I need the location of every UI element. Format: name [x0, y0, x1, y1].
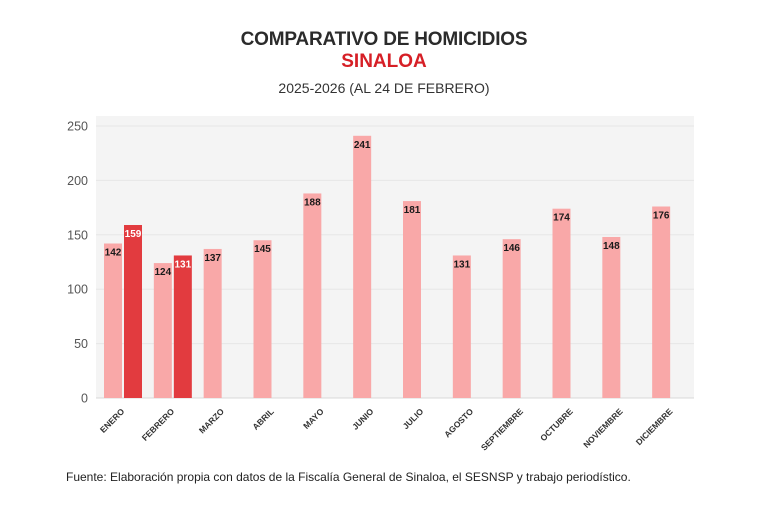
data-label-2025: 188 — [304, 197, 321, 208]
x-tick-label: ABRIL — [250, 406, 275, 431]
x-tick-label: OCTUBRE — [538, 406, 575, 443]
data-label-2026: 131 — [174, 259, 191, 270]
y-tick-label: 200 — [67, 174, 88, 188]
data-label-2025: 146 — [503, 243, 520, 254]
y-tick-label: 100 — [67, 283, 88, 297]
x-tick-label: MAYO — [301, 406, 326, 431]
bar-2026 — [173, 255, 192, 398]
x-tick-label: DICIEMBRE — [634, 406, 675, 447]
data-label-2025: 176 — [653, 211, 670, 222]
bar-2025 — [104, 243, 122, 398]
bar-2026 — [124, 225, 142, 398]
data-label-2025: 181 — [404, 205, 421, 216]
x-tick-label: MARZO — [197, 406, 226, 435]
source-note: Fuente: Elaboración propia con datos de … — [66, 470, 631, 484]
x-tick-label: JULIO — [401, 406, 426, 431]
x-tick-label: AGOSTO — [442, 406, 475, 439]
x-tick-label: NOVIEMBRE — [581, 406, 625, 450]
data-label-2026: 159 — [125, 229, 142, 240]
bar-2025 — [602, 236, 621, 398]
chart-region-title: SINALOA — [341, 51, 427, 72]
y-tick-label: 250 — [67, 120, 88, 134]
bar-2025 — [353, 135, 372, 399]
gridlines — [96, 125, 694, 399]
plot-background — [96, 116, 694, 398]
data-label-2025: 148 — [603, 241, 620, 252]
data-labels: 1421591241311371451882411811311461741481… — [105, 140, 670, 278]
x-tick-label: ENERO — [98, 406, 127, 435]
data-label-2025: 124 — [154, 267, 171, 278]
bar-2025 — [403, 201, 421, 398]
bar-2025 — [452, 255, 471, 398]
data-label-2025: 241 — [354, 140, 371, 151]
bar-2025 — [253, 240, 272, 398]
bar-2025 — [502, 239, 521, 398]
y-tick-label: 150 — [67, 228, 88, 242]
data-label-2025: 174 — [553, 213, 570, 224]
bars — [104, 135, 671, 399]
bar-2025 — [153, 263, 172, 398]
bar-2025 — [552, 208, 571, 398]
data-label-2025: 137 — [204, 253, 221, 264]
x-tick-label: JUNIO — [350, 406, 376, 432]
x-axis: ENERO FEBRERO MARZO ABRIL MAYO JUNIO JULIO AGOS… — [98, 406, 675, 452]
bar-2025 — [303, 193, 322, 398]
data-label-2025: 131 — [453, 259, 470, 270]
bar-2025 — [652, 206, 671, 398]
y-tick-label: 0 — [81, 392, 88, 406]
y-tick-label: 50 — [74, 337, 88, 351]
x-tick-label: SEPTIEMBRE — [479, 406, 525, 452]
chart-title: COMPARATIVO DE HOMICIDIOS — [240, 29, 528, 50]
bar-2025 — [203, 248, 222, 398]
data-label-2025: 145 — [254, 244, 271, 255]
chart-period-subtitle: 2025-2026 (AL 24 DE FEBRERO) — [278, 80, 490, 96]
data-label-2025: 142 — [105, 248, 122, 259]
x-tick-label: FEBRERO — [140, 406, 177, 443]
y-axis: 0 50 100 150 200 250 — [67, 120, 88, 406]
